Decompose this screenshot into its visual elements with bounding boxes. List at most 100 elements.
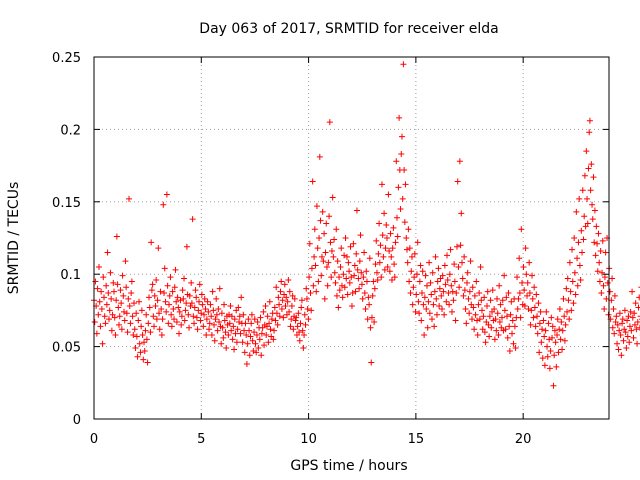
data-point [121,317,128,324]
data-point [156,310,163,317]
data-point [460,292,467,299]
data-point [596,259,603,266]
data-point [433,311,440,318]
data-point [213,295,220,302]
data-point [332,279,339,286]
data-point [108,327,115,334]
data-point [146,304,153,311]
data-point [116,313,123,320]
data-point [609,324,616,331]
data-point [544,343,551,350]
data-point [193,314,200,321]
data-point [286,288,293,295]
data-point [411,274,418,281]
data-point [238,294,245,301]
data-point [201,295,208,302]
data-point [153,276,160,283]
data-point [516,290,523,297]
data-point [271,327,278,334]
data-point [408,268,415,275]
data-point [526,259,533,266]
data-point [629,314,636,321]
data-point [434,278,441,285]
data-point [461,253,468,260]
data-point [273,310,280,317]
data-point [278,305,285,312]
data-point [287,323,294,330]
data-point [346,279,353,286]
data-point [218,340,225,347]
data-point [292,317,299,324]
data-point [579,187,586,194]
data-point [133,310,140,317]
data-point [196,281,203,288]
data-point [595,230,602,237]
data-point [462,305,469,312]
data-point [136,298,143,305]
data-point [530,314,537,321]
data-point [450,297,457,304]
data-point [451,261,458,268]
data-point [336,287,343,294]
data-point [379,232,386,239]
data-point [130,332,137,339]
data-point [333,226,340,233]
data-point [370,278,377,285]
data-point [550,382,557,389]
data-point [274,321,281,328]
data-point [126,303,133,310]
data-point [172,266,179,273]
data-point [554,316,561,323]
data-point [293,314,300,321]
data-point [275,294,282,301]
data-point [494,310,501,317]
data-point [143,336,150,343]
data-point [414,239,421,246]
data-point [207,301,214,308]
data-point [587,187,594,194]
data-point [198,291,205,298]
data-point [597,248,604,255]
data-point [413,271,420,278]
data-point [411,250,418,257]
data-point [584,220,591,227]
data-point [486,333,493,340]
data-point [451,278,458,285]
data-point [312,262,319,269]
data-point [101,313,108,320]
y-tick-label: 0.25 [52,51,81,66]
data-point [313,203,320,210]
data-point [241,327,248,334]
data-point [96,298,103,305]
data-point [419,268,426,275]
data-point [114,281,121,288]
data-point [562,321,569,328]
data-point [506,323,513,330]
data-point [296,329,303,336]
data-point [113,297,120,304]
data-point [373,237,380,244]
data-point [594,240,601,247]
data-point [327,239,334,246]
data-point [376,259,383,266]
data-point [247,333,254,340]
data-point [399,195,406,202]
data-point [95,311,102,318]
data-point [353,207,360,214]
data-point [211,321,218,328]
data-point [282,303,289,310]
x-tick-label: 10 [300,432,317,447]
data-point [395,184,402,191]
data-point [223,345,230,352]
data-point [306,274,313,281]
data-point [624,317,631,324]
data-point [588,161,595,168]
data-point [256,336,263,343]
data-point [248,311,255,318]
data-point [203,316,210,323]
data-point [445,290,452,297]
data-point [186,292,193,299]
data-point [496,318,503,325]
data-point [459,275,466,282]
data-point [351,272,358,279]
